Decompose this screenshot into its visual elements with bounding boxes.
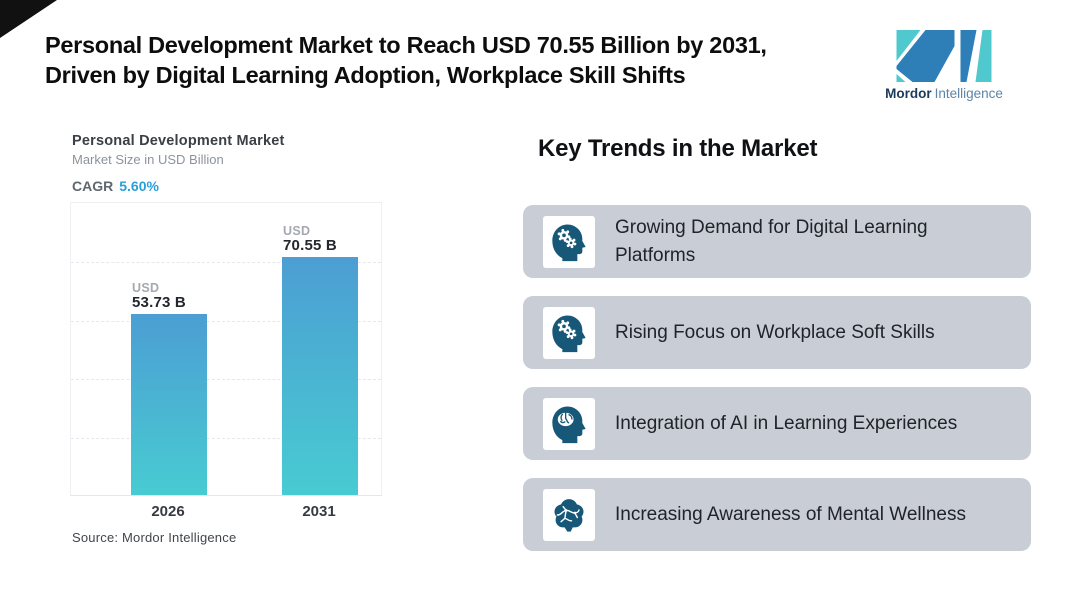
gridline <box>71 262 381 263</box>
trend-label: Increasing Awareness of Mental Wellness <box>615 503 966 525</box>
gridline <box>71 321 381 322</box>
trend-label: Growing Demand for Digital Learning Plat… <box>615 216 928 266</box>
trend-card: Integration of AI in Learning Experience… <box>523 387 1031 460</box>
page-title-line2: Driven by Digital Learning Adoption, Wor… <box>45 62 686 88</box>
gridline <box>71 379 381 380</box>
bar-value-label: USD 53.73 B <box>132 281 186 310</box>
chart-subtitle: Market Size in USD Billion <box>72 152 224 167</box>
source-note: Source: Mordor Intelligence <box>72 530 237 545</box>
brand-name-bold: Mordor <box>885 86 932 101</box>
bar-2026 <box>131 314 207 495</box>
cagr-value: 5.60% <box>119 178 159 194</box>
trend-card: Growing Demand for Digital Learning Plat… <box>523 205 1031 278</box>
trend-card: Increasing Awareness of Mental Wellness <box>523 478 1031 551</box>
cagr-row: CAGR 5.60% <box>72 178 159 194</box>
trend-label: Integration of AI in Learning Experience… <box>615 412 958 434</box>
head-gears-icon <box>543 306 595 359</box>
gridline <box>71 438 381 439</box>
bar-2031 <box>282 257 358 495</box>
head-brain-ai-icon <box>543 397 595 450</box>
chart-title: Personal Development Market <box>72 133 285 149</box>
bar-value-text: 53.73 B <box>132 294 186 311</box>
trends-heading: Key Trends in the Market <box>538 135 818 162</box>
bar-value-label: USD 70.55 B <box>283 224 337 253</box>
brand-logo: Mordor Intelligence <box>884 30 1004 101</box>
head-gears-icon <box>543 215 595 268</box>
page-title-line1: Personal Development Market to Reach USD… <box>45 32 767 58</box>
bar-value-prefix: USD <box>283 224 311 238</box>
brand-logo-text: Mordor Intelligence <box>884 86 1004 101</box>
brain-wellness-icon <box>543 488 595 541</box>
trend-label: Rising Focus on Workplace Soft Skills <box>615 321 935 343</box>
brand-name-light: Intelligence <box>934 86 1003 101</box>
trend-cards: Growing Demand for Digital Learning Plat… <box>523 205 1031 551</box>
trend-card: Rising Focus on Workplace Soft Skills <box>523 296 1031 369</box>
x-tick-label: 2031 <box>302 503 336 520</box>
chart-x-axis: 2026 2031 <box>70 503 382 523</box>
corner-decoration <box>0 0 57 38</box>
page-title: Personal Development Market to Reach USD… <box>45 30 767 90</box>
bar-value-prefix: USD <box>132 281 160 295</box>
cagr-label: CAGR <box>72 178 114 194</box>
chart-plot: USD 53.73 B USD 70.55 B <box>70 202 382 496</box>
bar-value-text: 70.55 B <box>283 237 337 254</box>
x-tick-label: 2026 <box>151 503 185 520</box>
brand-logo-mark-icon <box>896 30 992 82</box>
